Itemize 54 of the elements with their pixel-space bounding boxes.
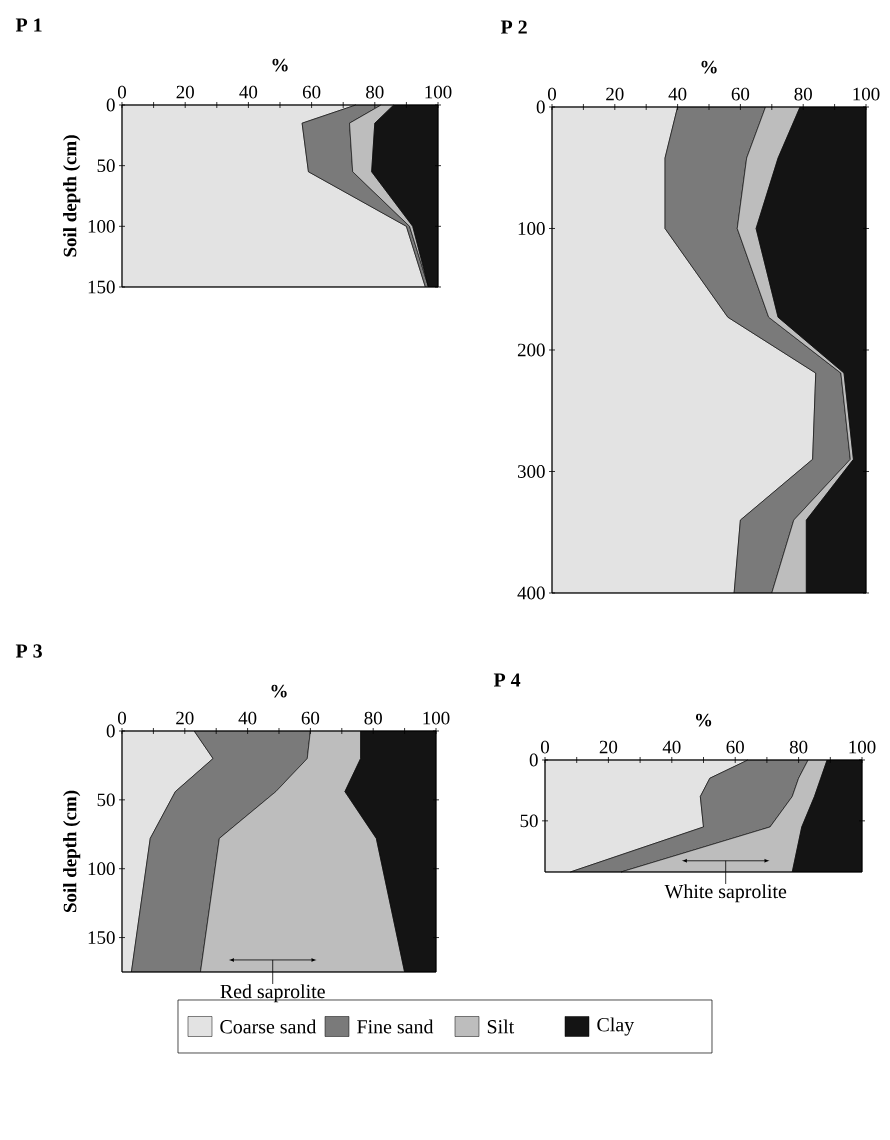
x-tick-label: 60 [731, 87, 750, 101]
y-tick-label: 150 [88, 280, 115, 294]
chart-title: P 2 [500, 20, 527, 34]
legend-label: Coarse sand [220, 1019, 317, 1034]
text: White saprolite [664, 884, 787, 903]
chart-title: P 1 [15, 18, 42, 32]
text: Red saprolite [220, 984, 325, 1003]
y-tick-label: 100 [88, 219, 115, 233]
y-tick-label: 300 [518, 465, 545, 478]
x-tick-label: 40 [238, 711, 257, 725]
y-tick-label: 50 [520, 814, 538, 828]
x-tick-label: 0 [547, 87, 557, 101]
x-tick-label: 20 [176, 85, 194, 99]
y-tick-label: 100 [88, 862, 115, 876]
x-tick-label: 60 [726, 740, 744, 754]
x-axis-title: % [272, 58, 288, 72]
x-tick-label: 0 [117, 85, 126, 99]
x-tick-label: 100 [849, 740, 876, 754]
legend-label: Fine sand [357, 1019, 434, 1034]
y-tick-label: 400 [517, 586, 545, 600]
y-tick-label: 0 [536, 100, 545, 114]
chart-title: P 4 [493, 673, 521, 687]
x-axis-title: % [701, 60, 717, 74]
y-axis-title: Soil depth (cm) [63, 790, 81, 913]
x-tick-label: 100 [425, 85, 452, 99]
x-axis-title: % [695, 713, 712, 727]
x-tick-label: 60 [302, 85, 321, 99]
x-axis-title: % [271, 684, 287, 698]
y-tick-label: 0 [529, 753, 538, 767]
y-tick-label: 50 [97, 159, 115, 173]
y-tick-label: 150 [88, 931, 115, 944]
y-axis-title: Soil depth (cm) [63, 135, 81, 257]
x-tick-label: 80 [794, 87, 812, 101]
x-tick-label: 40 [662, 740, 681, 754]
x-tick-label: 40 [239, 85, 258, 99]
x-tick-label: 60 [301, 711, 320, 725]
x-tick-label: 80 [789, 740, 808, 754]
x-tick-label: 20 [599, 740, 618, 754]
x-tick-label: 20 [176, 711, 194, 725]
y-tick-label: 100 [518, 222, 545, 235]
y-tick-label: 200 [517, 343, 545, 357]
x-tick-label: 80 [364, 711, 382, 725]
x-tick-label: 100 [853, 87, 880, 101]
x-tick-label: 80 [366, 85, 384, 99]
legend-label: Silt [487, 1019, 515, 1034]
chart-title: P 3 [15, 644, 42, 658]
x-tick-label: 20 [606, 87, 624, 101]
legend-label: Clay [597, 1017, 635, 1036]
x-tick-label: 100 [423, 711, 450, 725]
y-tick-label: 0 [106, 724, 115, 738]
y-tick-label: 50 [97, 793, 115, 807]
x-tick-label: 40 [668, 87, 687, 101]
y-tick-label: 0 [106, 98, 115, 112]
x-tick-label: 0 [117, 711, 126, 725]
